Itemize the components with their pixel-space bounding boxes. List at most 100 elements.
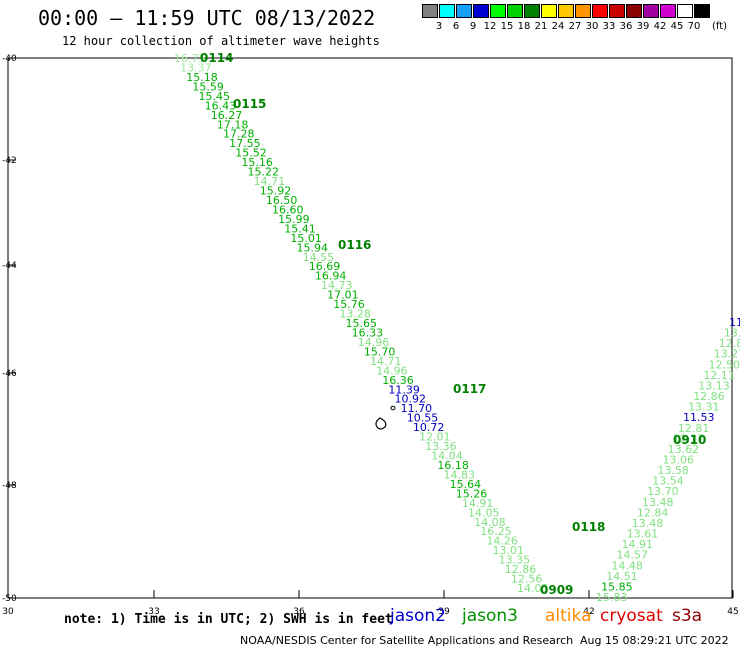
swh-value: 14.05 bbox=[517, 582, 549, 595]
footnote: note: 1) Time is in UTC; 2) SWH is in fe… bbox=[64, 612, 393, 627]
lon-tick-label: 30 bbox=[2, 607, 14, 617]
swh-value: 11.53 bbox=[683, 411, 715, 424]
legend-swatch bbox=[626, 4, 642, 18]
legend-swatch bbox=[524, 4, 540, 18]
legend-swatch bbox=[456, 4, 472, 18]
swh-value: 15.94 bbox=[297, 241, 329, 254]
swh-value: 16.75 bbox=[174, 52, 206, 65]
swh-value: 15.41 bbox=[284, 222, 316, 235]
swh-value: 15.45 bbox=[199, 90, 231, 103]
swh-value: 13.62 bbox=[668, 443, 700, 456]
swh-value: 16.43 bbox=[205, 99, 237, 112]
legend-label: 9 bbox=[469, 21, 477, 32]
swh-value: 16.60 bbox=[272, 203, 304, 216]
swh-value: 13.27 bbox=[714, 348, 740, 361]
legend-swatch bbox=[660, 4, 676, 18]
swh-value: 14.96 bbox=[358, 336, 390, 349]
swh-value: 14.26 bbox=[486, 535, 518, 548]
swh-value: 13.36 bbox=[425, 440, 457, 453]
lon-tick-label: 33 bbox=[148, 607, 159, 617]
swh-value: 15.26 bbox=[456, 487, 488, 500]
swh-value: 15.59 bbox=[192, 80, 224, 93]
legend-unit: (ft) bbox=[712, 21, 728, 32]
swh-value: 15.64 bbox=[450, 478, 482, 491]
page-title: 00:00 – 11:59 UTC 08/13/2022 bbox=[38, 6, 376, 30]
small-island-outline bbox=[390, 405, 396, 411]
swh-value: 12.86 bbox=[693, 390, 725, 403]
lon-tick-label: 39 bbox=[438, 607, 450, 617]
swh-value: 12.37 bbox=[673, 432, 705, 445]
swh-value: 13.06 bbox=[663, 454, 695, 467]
swh-value: 12.8 bbox=[719, 337, 740, 350]
swh-value: 12.50 bbox=[709, 358, 740, 371]
swh-value: 14.04 bbox=[431, 450, 463, 463]
legend-swatch bbox=[558, 4, 574, 18]
legend-swatch bbox=[490, 4, 506, 18]
swh-value: 13.70 bbox=[647, 485, 679, 498]
legend-label: 36 bbox=[619, 21, 633, 32]
swh-value: 15.52 bbox=[235, 147, 267, 160]
legend-label: 42 bbox=[653, 21, 667, 32]
legend-swatch bbox=[541, 4, 557, 18]
legend-label: 39 bbox=[636, 21, 650, 32]
satellite-name: s3a bbox=[672, 606, 703, 626]
swh-value: 13.61 bbox=[627, 528, 659, 541]
swh-value: 15.65 bbox=[346, 317, 378, 330]
swh-value: 14.96 bbox=[376, 364, 408, 377]
swh-value: 13.48 bbox=[642, 496, 674, 509]
swh-value: 16.69 bbox=[309, 260, 341, 273]
legend-label: 21 bbox=[534, 21, 548, 32]
satellite-name: altika bbox=[545, 606, 592, 626]
swh-value: 12.11 bbox=[703, 369, 735, 382]
swh-value: 17.55 bbox=[229, 137, 261, 150]
legend-swatch bbox=[643, 4, 659, 18]
swh-value: 14.55 bbox=[303, 251, 335, 264]
swh-value: 13.35 bbox=[499, 554, 531, 567]
legend-label: 30 bbox=[585, 21, 599, 32]
legend-label: 33 bbox=[602, 21, 616, 32]
swh-value: 13.37 bbox=[180, 61, 212, 74]
legend-label: 18 bbox=[517, 21, 531, 32]
swh-value: 15.16 bbox=[241, 156, 273, 169]
swh-value: 11 bbox=[729, 316, 740, 329]
legend-label: 45 bbox=[670, 21, 684, 32]
swh-value: 13.54 bbox=[652, 475, 684, 488]
lat-tick-label: -46 bbox=[2, 369, 17, 379]
lat-tick-label: -40 bbox=[2, 54, 17, 64]
generated-timestamp: Aug 15 08:29:21 UTC 2022 bbox=[580, 634, 729, 647]
swh-value: 11.70 bbox=[401, 402, 433, 415]
swh-value: 13.01 bbox=[493, 544, 525, 557]
swh-value: 14.73 bbox=[321, 279, 353, 292]
swh-value: 14.91 bbox=[462, 497, 494, 510]
swh-value: 16.27 bbox=[211, 109, 243, 122]
swh-value: 15.01 bbox=[290, 232, 322, 245]
swh-value: 15.83 bbox=[596, 591, 628, 604]
pass-time-label: 0118 bbox=[572, 520, 605, 534]
swh-value: 14.83 bbox=[444, 468, 476, 481]
pass-time-label: 0116 bbox=[338, 238, 371, 252]
legend-swatch bbox=[575, 4, 591, 18]
lon-tick-label: 42 bbox=[583, 607, 594, 617]
legend-swatch bbox=[422, 4, 438, 18]
swh-value: 15.22 bbox=[248, 166, 280, 179]
swh-value: 13.13 bbox=[698, 379, 730, 392]
swh-value: 15.18 bbox=[186, 71, 218, 84]
swh-value: 16.50 bbox=[266, 194, 298, 207]
swh-value: 15.76 bbox=[333, 298, 365, 311]
satellite-name: jason2 bbox=[390, 606, 446, 626]
swh-value: 16.33 bbox=[352, 326, 384, 339]
legend-swatch bbox=[439, 4, 455, 18]
pass-time-labels: 0114 0115 0116 0117 0118 0909 0910 bbox=[200, 51, 706, 597]
swh-value: 16.94 bbox=[315, 270, 347, 283]
legend-swatch bbox=[592, 4, 608, 18]
pass-time-label: 0910 bbox=[673, 433, 706, 447]
swh-value: 13. bbox=[724, 327, 740, 340]
legend-swatch bbox=[507, 4, 523, 18]
swh-value: 11.39 bbox=[388, 383, 420, 396]
legend-label: 27 bbox=[568, 21, 582, 32]
legend-label: 6 bbox=[452, 21, 460, 32]
lat-tick-label: -50 bbox=[2, 594, 17, 604]
swh-value: 12.56 bbox=[511, 573, 543, 586]
satellite-name: cryosat bbox=[600, 606, 663, 626]
